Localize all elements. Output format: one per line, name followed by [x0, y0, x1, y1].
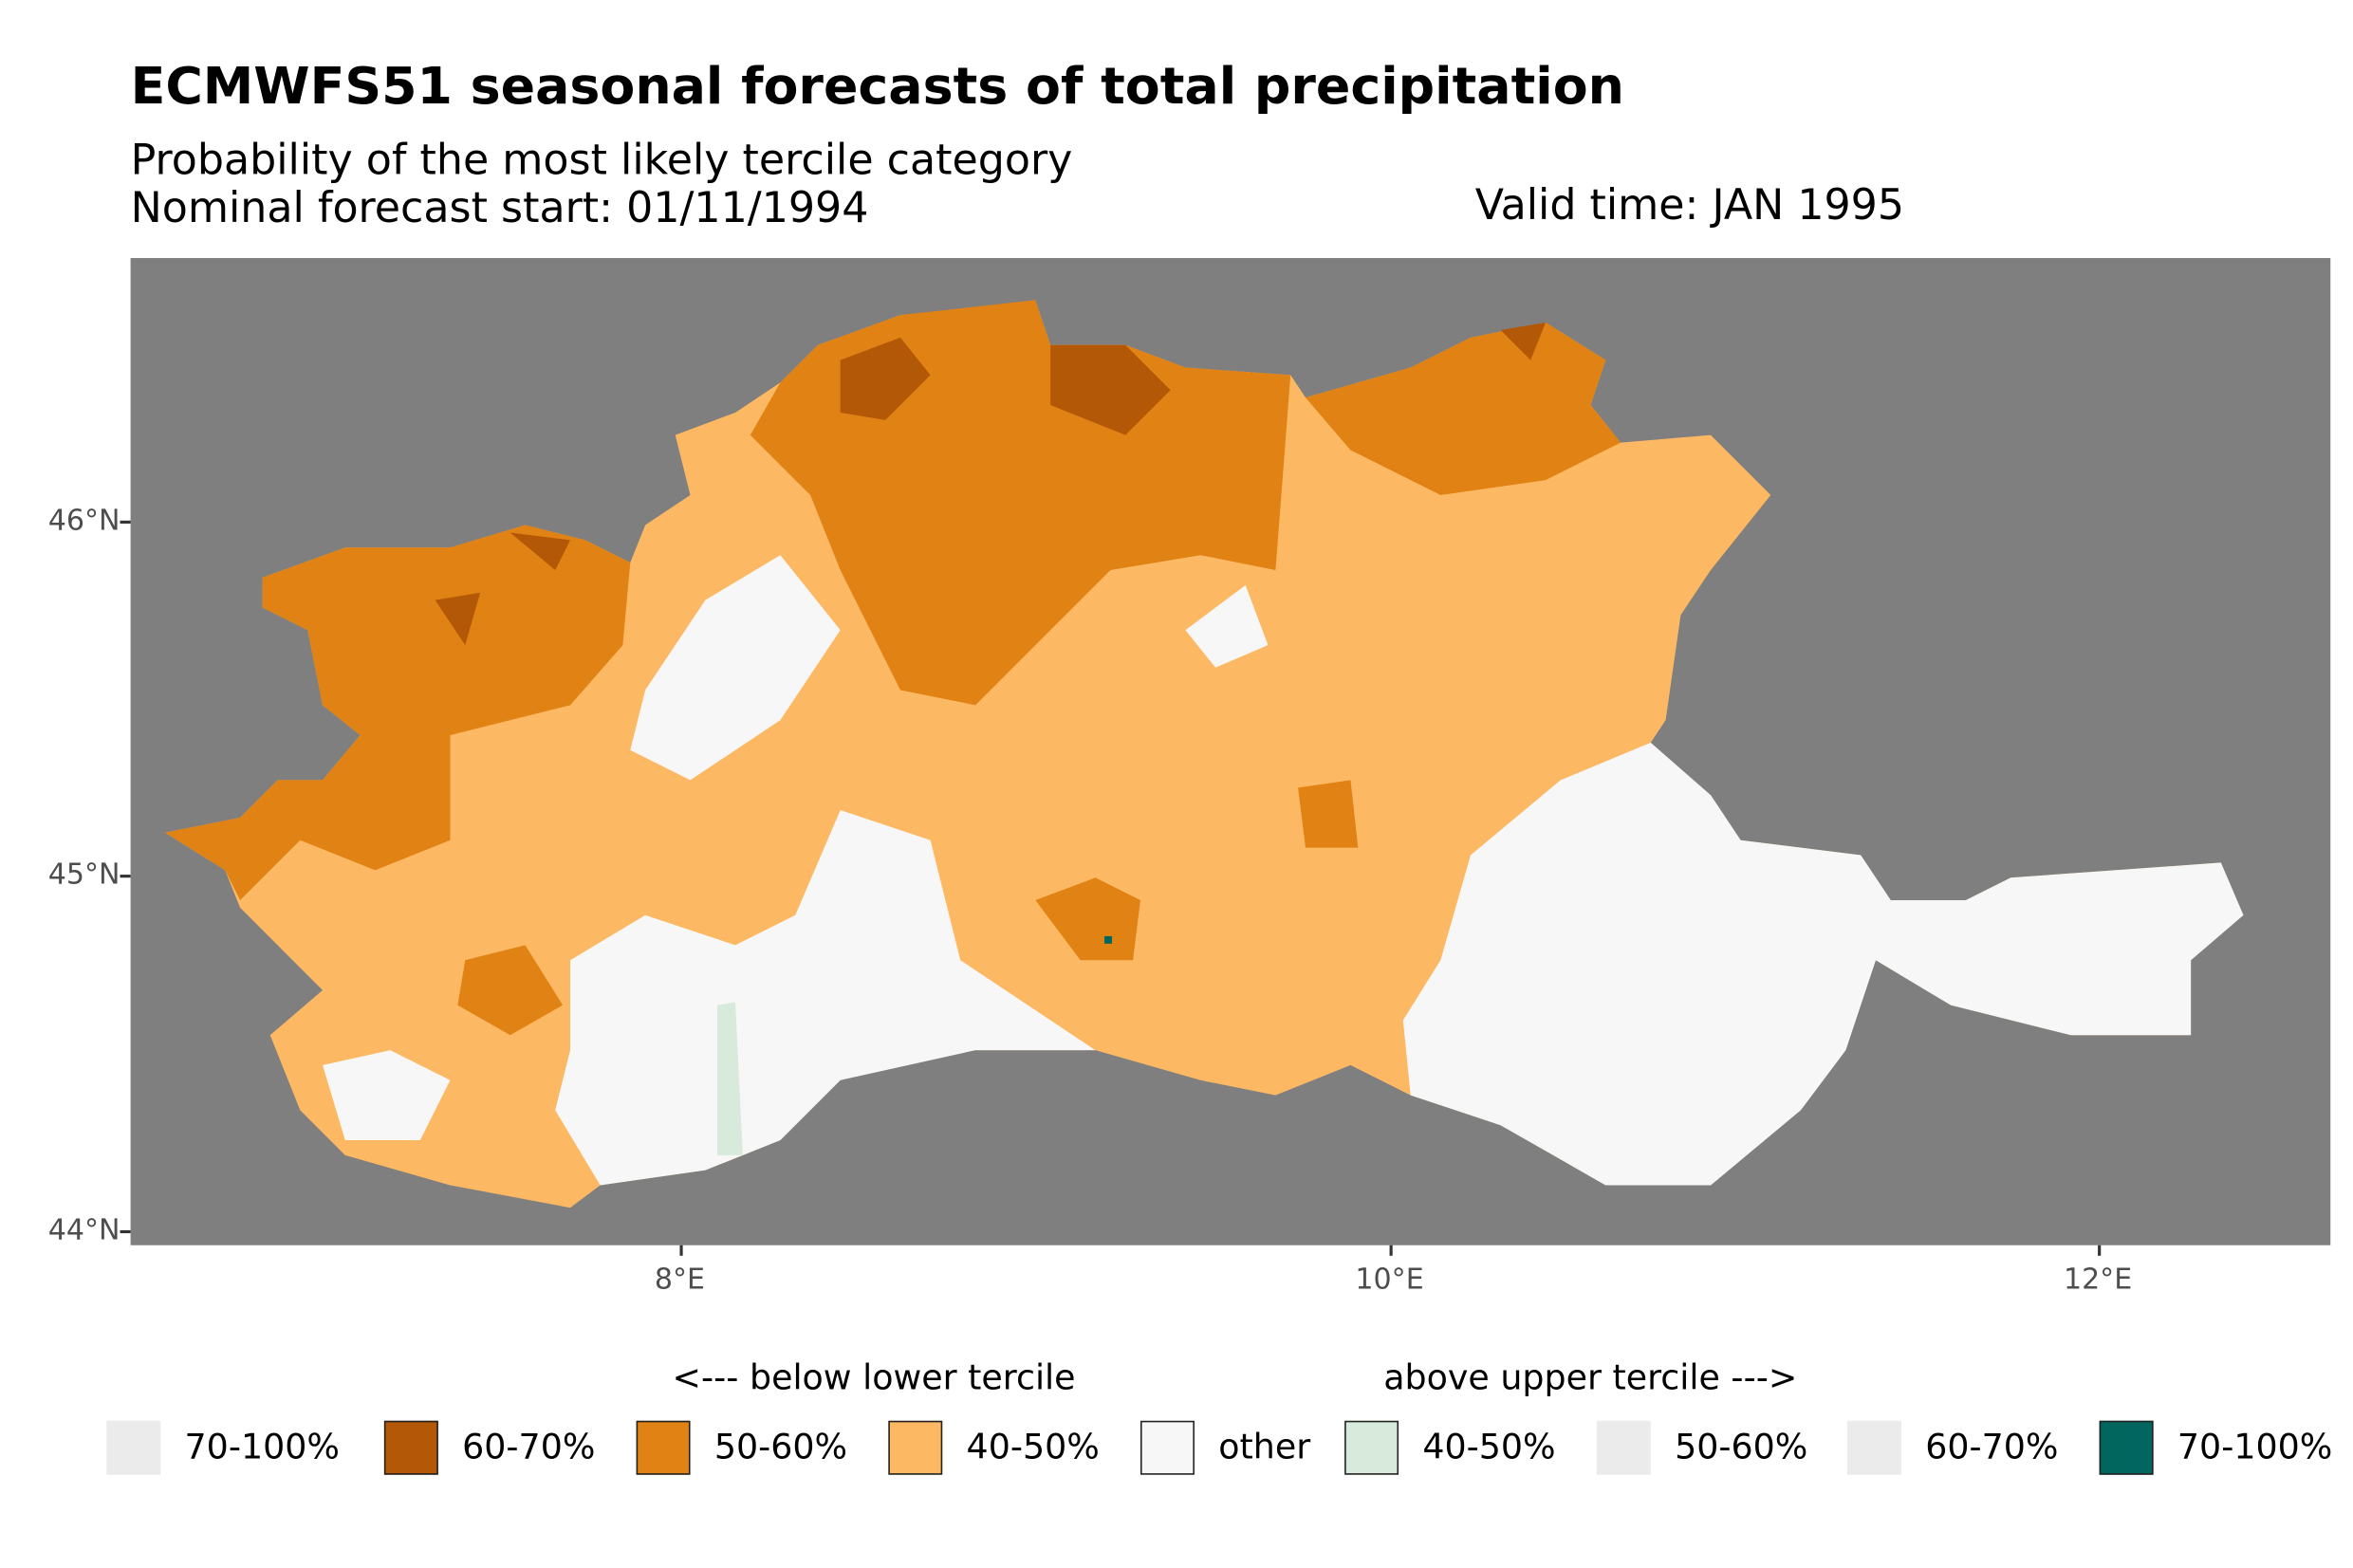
y-tick-44n: 44°N — [47, 1213, 120, 1247]
legend-key-swatch — [636, 1420, 691, 1475]
legend-label: 70-100% — [2177, 1428, 2333, 1467]
legend-key-swatch — [106, 1420, 161, 1475]
y-tick-mark — [120, 520, 131, 524]
y-tick-46n: 46°N — [47, 504, 120, 538]
legend-label: 40-50% — [966, 1428, 1100, 1467]
region-50-60-northeast — [1305, 323, 1621, 495]
forecast-start: Nominal forecast start: 01/11/1994 — [130, 182, 869, 233]
other-region-southwest — [555, 810, 1096, 1186]
other-region-east — [1402, 742, 2244, 1186]
region-60-70 — [510, 532, 571, 571]
legend-key-swatch — [1596, 1420, 1651, 1475]
region-50-60-west — [164, 734, 451, 900]
legend-key-swatch — [1140, 1420, 1195, 1475]
legend-label: 70-100% — [184, 1428, 340, 1467]
legend-key-swatch — [888, 1420, 943, 1475]
region-50-60-center — [1035, 877, 1141, 961]
region-50-60-center-2 — [1298, 780, 1359, 848]
region-60-70 — [1500, 323, 1547, 360]
chart-title: ECMWFS51 seasonal forecasts of total pre… — [130, 57, 1624, 118]
y-tick-mark — [120, 875, 131, 877]
legend-label: 50-60% — [1675, 1428, 1808, 1467]
legend-item: 50-60% — [636, 1420, 848, 1475]
legend-item: 40-50% — [1344, 1420, 1556, 1475]
legend-item: 40-50% — [888, 1420, 1100, 1475]
map-panel — [130, 258, 2331, 1245]
other-region-southwest-2 — [323, 1050, 451, 1141]
other-region-center — [1185, 584, 1269, 668]
region-60-70 — [840, 337, 931, 420]
region-50-60-sw — [457, 945, 564, 1036]
other-region-west — [630, 555, 841, 781]
below-60-70-regions — [435, 323, 1547, 646]
legend-key-swatch — [2099, 1420, 2154, 1475]
legend-label: 40-50% — [1422, 1428, 1556, 1467]
legend-item: 50-60% — [1596, 1420, 1808, 1475]
y-tick-mark — [120, 1229, 131, 1233]
legend-label: other — [1218, 1428, 1311, 1467]
legend-below-title: <--- below lower tercile — [672, 1358, 1076, 1399]
legend-label: 60-70% — [462, 1428, 596, 1467]
x-tick-mark — [1389, 1245, 1392, 1256]
legend-key-swatch — [383, 1420, 438, 1475]
region-50-60-northwest — [262, 525, 631, 735]
valid-time: Valid time: JAN 1995 — [1474, 179, 1905, 230]
region-60-70 — [435, 592, 481, 646]
x-tick-mark — [679, 1245, 682, 1256]
region-60-70 — [1050, 344, 1171, 435]
legend-label: 60-70% — [1925, 1428, 2059, 1467]
legend-key-swatch — [1846, 1420, 1901, 1475]
x-tick-8e: 8°E — [654, 1263, 706, 1297]
legend-label: 50-60% — [713, 1428, 848, 1467]
above-70-100-cell — [1104, 935, 1112, 944]
x-tick-mark — [2098, 1245, 2101, 1256]
legend-above-title: above upper tercile ---> — [1383, 1358, 1798, 1399]
precipitation-map — [164, 300, 2244, 1208]
y-tick-45n: 45°N — [47, 858, 120, 892]
above-40-50-region — [717, 1002, 743, 1155]
legend-item: 60-70% — [383, 1420, 596, 1475]
legend-item: 60-70% — [1846, 1420, 2059, 1475]
legend-key-swatch — [1344, 1420, 1399, 1475]
x-tick-10e: 10°E — [1355, 1263, 1424, 1297]
x-tick-12e: 12°E — [2063, 1263, 2133, 1297]
chart-subtitle: Probability of the most likely tercile c… — [130, 135, 1073, 185]
legend-item: 70-100% — [2099, 1420, 2333, 1475]
other-regions — [323, 344, 2244, 1186]
legend-item: 70-100% — [106, 1420, 340, 1475]
legend-item: other — [1140, 1420, 1311, 1475]
